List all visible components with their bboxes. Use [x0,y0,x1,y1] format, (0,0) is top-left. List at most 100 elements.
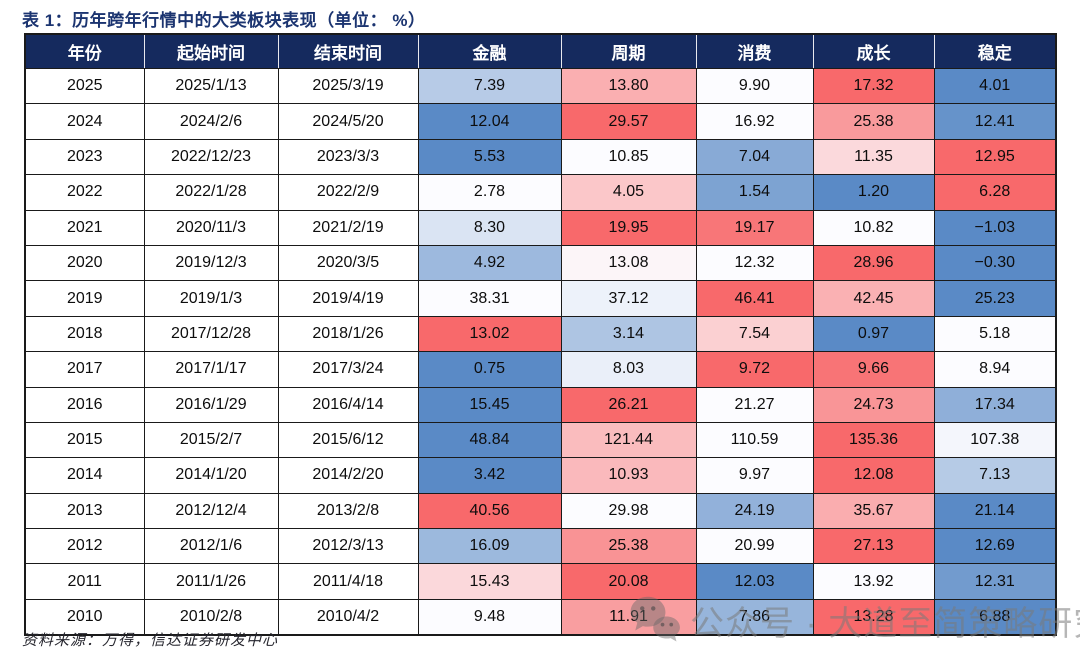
table-row: 2012 2012/1/6 2012/3/13 16.09 25.38 20.99 27.1… [24,528,1057,565]
column-header-7: 稳定 [933,34,1056,69]
column-header-4: 周期 [560,34,697,69]
end-date-cell: 2022/2/9 [277,174,419,211]
start-date-cell: 2014/1/20 [143,457,279,494]
start-date-cell: 2022/12/23 [143,138,279,176]
end-date-cell: 2018/1/26 [277,315,419,353]
value-cell-金融: 9.48 [417,598,562,636]
value-cell-稳定: 8.94 [933,351,1057,388]
value-cell-成长: 11.35 [812,138,935,176]
value-cell-成长: 135.36 [812,421,935,459]
table-row: 2011 2011/1/26 2011/4/18 15.43 20.08 12.03 13.… [24,563,1057,600]
value-cell-稳定: 6.88 [933,598,1057,636]
value-cell-金融: 4.92 [417,244,562,282]
value-cell-成长: 35.67 [812,492,935,530]
end-date-cell: 2016/4/14 [277,386,419,423]
table-row: 2013 2012/12/4 2013/2/8 40.56 29.98 24.19 35.6… [24,492,1057,530]
value-cell-周期: 10.93 [560,457,697,494]
start-date-cell: 2020/11/3 [143,209,279,246]
value-cell-成长: 0.97 [812,315,935,353]
start-date-cell: 2019/12/3 [143,244,279,282]
value-cell-消费: 1.54 [695,174,814,211]
value-cell-金融: 16.09 [417,528,562,565]
end-date-cell: 2011/4/18 [277,563,419,600]
end-date-cell: 2010/4/2 [277,598,419,636]
value-cell-周期: 13.80 [560,67,697,105]
value-cell-稳定: 7.13 [933,457,1057,494]
table-row: 2010 2010/2/8 2010/4/2 9.48 11.91 7.86 13.28 6.… [24,598,1057,636]
column-header-1: 起始时间 [143,34,279,69]
value-cell-稳定: 17.34 [933,386,1057,423]
year-cell: 2024 [24,103,145,140]
value-cell-稳定: 4.01 [933,67,1057,105]
value-cell-金融: 5.53 [417,138,562,176]
value-cell-稳定: 12.31 [933,563,1057,600]
table-title: 表 1：历年跨年行情中的大类板块表现（单位： %） [22,11,426,30]
value-cell-周期: 121.44 [560,421,697,459]
value-cell-金融: 48.84 [417,421,562,459]
table-header-row: 年份 起始时间 结束时间 金融 周期 消费 成长 稳定 [25,34,1056,69]
end-date-cell: 2014/2/20 [277,457,419,494]
value-cell-周期: 4.05 [560,174,697,211]
value-cell-周期: 26.21 [560,386,697,423]
value-cell-稳定: 12.69 [933,528,1057,565]
value-cell-金融: 3.42 [417,457,562,494]
table-row: 2022 2022/1/28 2022/2/9 2.78 4.05 1.54 1.20 6.2… [24,174,1057,211]
value-cell-周期: 3.14 [560,315,697,353]
end-date-cell: 2012/3/13 [277,528,419,565]
column-header-6: 成长 [812,34,935,69]
year-cell: 2019 [24,280,145,317]
year-cell: 2022 [24,174,145,211]
year-cell: 2016 [24,386,145,423]
value-cell-成长: 28.96 [812,244,935,282]
year-cell: 2017 [24,351,145,388]
value-cell-消费: 12.32 [695,244,814,282]
value-cell-稳定: 6.28 [933,174,1057,211]
value-cell-稳定: 12.41 [933,103,1057,140]
value-cell-金融: 8.30 [417,209,562,246]
table-row: 2015 2015/2/7 2015/6/12 48.84 121.44 110.59 13… [24,421,1057,459]
start-date-cell: 2024/2/6 [143,103,279,140]
value-cell-成长: 13.92 [812,563,935,600]
value-cell-消费: 16.92 [695,103,814,140]
start-date-cell: 2010/2/8 [143,598,279,636]
value-cell-金融: 38.31 [417,280,562,317]
value-cell-消费: 9.72 [695,351,814,388]
table-row: 2025 2025/1/13 2025/3/19 7.39 13.80 9.90 17.32… [24,67,1057,105]
year-cell: 2013 [24,492,145,530]
table-row: 2019 2019/1/3 2019/4/19 38.31 37.12 46.41 42.4… [24,280,1057,317]
column-header-2: 结束时间 [277,34,419,69]
start-date-cell: 2012/12/4 [143,492,279,530]
value-cell-金融: 7.39 [417,67,562,105]
value-cell-消费: 12.03 [695,563,814,600]
value-cell-金融: 15.45 [417,386,562,423]
end-date-cell: 2015/6/12 [277,421,419,459]
start-date-cell: 2025/1/13 [143,67,279,105]
value-cell-成长: 9.66 [812,351,935,388]
value-cell-稳定: 12.95 [933,138,1057,176]
start-date-cell: 2017/1/17 [143,351,279,388]
value-cell-成长: 13.28 [812,598,935,636]
sector-performance-table: 年份 起始时间 结束时间 金融 周期 消费 成长 稳定 2025 2025/1/13 2025/3… [24,33,1057,637]
value-cell-金融: 13.02 [417,315,562,353]
start-date-cell: 2011/1/26 [143,563,279,600]
year-cell: 2015 [24,421,145,459]
value-cell-周期: 11.91 [560,598,697,636]
source-note: 资料来源：万得，信达证券研发中心 [22,633,279,649]
year-cell: 2010 [24,598,145,636]
column-header-0: 年份 [25,34,145,69]
end-date-cell: 2025/3/19 [277,67,419,105]
value-cell-周期: 29.57 [560,103,697,140]
value-cell-周期: 8.03 [560,351,697,388]
start-date-cell: 2015/2/7 [143,421,279,459]
value-cell-稳定: 25.23 [933,280,1057,317]
end-date-cell: 2017/3/24 [277,351,419,388]
value-cell-金融: 0.75 [417,351,562,388]
column-header-5: 消费 [695,34,814,69]
value-cell-稳定: −0.30 [933,244,1057,282]
value-cell-消费: 21.27 [695,386,814,423]
value-cell-稳定: −1.03 [933,209,1057,246]
value-cell-周期: 29.98 [560,492,697,530]
start-date-cell: 2017/12/28 [143,315,279,353]
table-row: 2024 2024/2/6 2024/5/20 12.04 29.57 16.92 25.3… [24,103,1057,140]
value-cell-周期: 25.38 [560,528,697,565]
